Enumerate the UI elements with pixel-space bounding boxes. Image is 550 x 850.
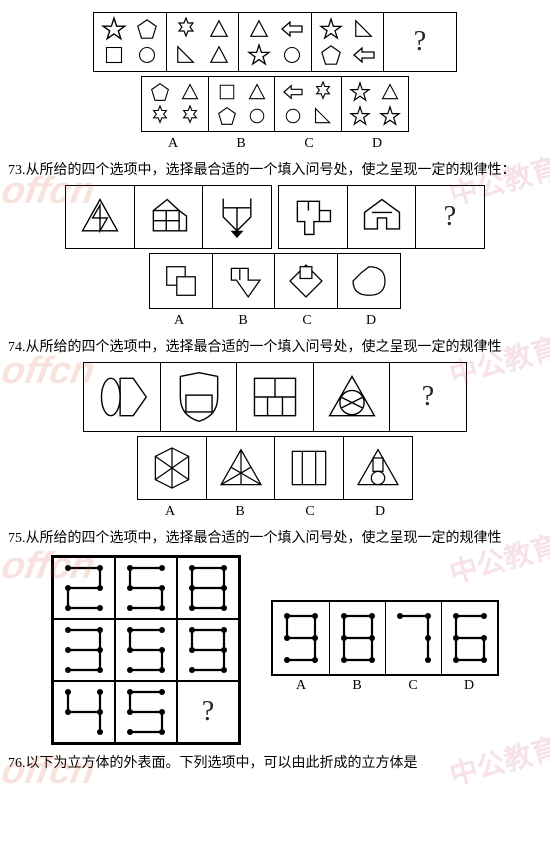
opt-label-a: A [139,136,207,152]
q74-opt-d [343,436,413,500]
q73-cell-1 [65,185,135,249]
q72-main-row: ? [8,12,542,72]
q74-text: 74.从所给的四个选项中，选择最合适的一个填入问号处，使之呈现一定的规律性 [8,337,542,358]
q73-opt-a [149,253,213,309]
q73-text: 73.从所给的四个选项中，选择最合适的一个填入问号处，使之呈现一定的规律性： [8,160,542,181]
q72-cell-1 [93,12,167,72]
opt-label-c: C [275,136,343,152]
opt-label-d: D [441,678,497,694]
opt-label-a: A [135,504,205,520]
q74-options-row [8,436,542,500]
opt-label-a: A [273,678,329,694]
q73-cell-qmark: ? [415,185,485,249]
opt-label-a: A [147,313,211,329]
q75-m-3 [53,619,115,681]
q75-opt-d [441,602,497,674]
q73-cell-5 [347,185,417,249]
q74-cell-2 [160,362,238,432]
q72-opt-a [141,76,209,132]
q74-cell-qmark: ? [389,362,467,432]
q75-m-2 [177,557,239,619]
opt-label-c: C [275,313,339,329]
q75-m-6 [53,681,115,743]
opt-label-c: C [275,504,345,520]
q75-m-0 [53,557,115,619]
q72-opt-b [208,76,276,132]
qmark: ? [202,696,214,728]
q72-opt-d [341,76,409,132]
qmark: ? [422,381,434,413]
q72-options-row [8,76,542,132]
q73-option-labels: A B C D [8,313,542,329]
q75-m-7 [115,681,177,743]
q73-opt-d [337,253,401,309]
q75-m-4 [115,619,177,681]
q75-options-row [271,600,499,676]
opt-label-d: D [339,313,403,329]
q72-cell-3 [238,12,312,72]
q75-text: 75.从所给的四个选项中，选择最合适的一个填入问号处，使之呈现一定的规律性 [8,528,542,549]
q72-cell-qmark: ? [383,12,457,72]
opt-label-b: B [211,313,275,329]
q72-cell-4 [311,12,385,72]
qmark: ? [444,201,456,233]
q74-cell-4 [313,362,391,432]
q74-main-row: ? [8,362,542,432]
q75-opt-a [273,602,329,674]
q75-m-8: ? [177,681,239,743]
q73-opt-b [212,253,276,309]
q74-opt-c [274,436,344,500]
q74-option-labels: A B C D [8,504,542,520]
q73-cell-4 [278,185,348,249]
q75-m-5 [177,619,239,681]
q76-text: 76.以下为立方体的外表面。下列选项中，可以由此折成的立方体是 [8,753,542,774]
q73-opt-c [274,253,338,309]
qmark: ? [414,26,426,58]
q74-opt-b [206,436,276,500]
q75-option-labels: A B C D [271,678,499,694]
opt-label-d: D [345,504,415,520]
q74-cell-3 [236,362,314,432]
q75-matrix: ? [51,555,241,745]
q74-opt-a [137,436,207,500]
q75-m-1 [115,557,177,619]
q74-cell-1 [83,362,161,432]
q72-cell-2 [166,12,240,72]
opt-label-c: C [385,678,441,694]
q73-cell-2 [134,185,204,249]
opt-label-d: D [343,136,411,152]
q75-opt-c [385,602,441,674]
opt-label-b: B [207,136,275,152]
q72-option-labels: A B C D [8,136,542,152]
q73-cell-3 [202,185,272,249]
q73-options-row [8,253,542,309]
q75-opt-b [329,602,385,674]
opt-label-b: B [205,504,275,520]
q73-main-row: ? [8,185,542,249]
opt-label-b: B [329,678,385,694]
q72-opt-c [274,76,342,132]
